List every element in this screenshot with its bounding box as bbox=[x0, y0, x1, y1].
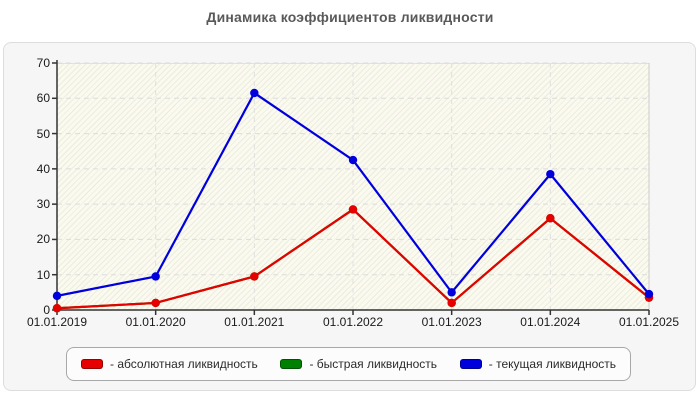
x-axis-tick-label: 01.01.2020 bbox=[125, 315, 186, 329]
plot-area bbox=[57, 63, 649, 311]
y-axis-tick-label: 50 bbox=[36, 126, 50, 141]
y-axis-tick-label: 30 bbox=[36, 197, 50, 212]
x-axis-tick-label: 01.01.2022 bbox=[322, 315, 384, 329]
y-axis-tick-label: 40 bbox=[36, 161, 50, 176]
y-axis-tick-label: 70 bbox=[36, 56, 50, 70]
y-axis-tick-label: 10 bbox=[36, 267, 50, 282]
blue-series-swatch-icon bbox=[459, 359, 482, 369]
chart-legend: - абсолютная ликвидность - быстрая ликви… bbox=[66, 347, 631, 381]
y-axis-tick-label: 0 bbox=[43, 303, 50, 317]
legend-item-absolute-liquidity: - абсолютная ликвидность bbox=[81, 357, 258, 371]
legend-label: - текущая ликвидность bbox=[488, 357, 616, 371]
x-axis-tick-label: 01.01.2021 bbox=[224, 315, 285, 329]
y-axis-tick-label: 60 bbox=[36, 91, 50, 106]
x-axis-tick-label: 01.01.2023 bbox=[421, 315, 482, 329]
chart-title: Динамика коэффициентов ликвидности bbox=[206, 9, 494, 25]
x-axis-tick-label: 01.01.2025 bbox=[618, 315, 680, 329]
y-axis-tick-label: 20 bbox=[36, 232, 50, 247]
red-series-swatch-icon bbox=[81, 359, 103, 369]
legend-label: - быстрая ликвидность bbox=[309, 357, 438, 371]
legend-item-quick-liquidity: - быстрая ликвидность bbox=[280, 357, 437, 371]
x-axis-tick-label: 01.01.2024 bbox=[520, 315, 581, 329]
x-axis-tick-label: 01.01.2019 bbox=[26, 315, 88, 329]
green-series-swatch-icon bbox=[280, 359, 303, 369]
legend-label: - абсолютная ликвидность bbox=[110, 357, 258, 371]
legend-item-current-liquidity: - текущая ликвидность bbox=[459, 357, 616, 371]
